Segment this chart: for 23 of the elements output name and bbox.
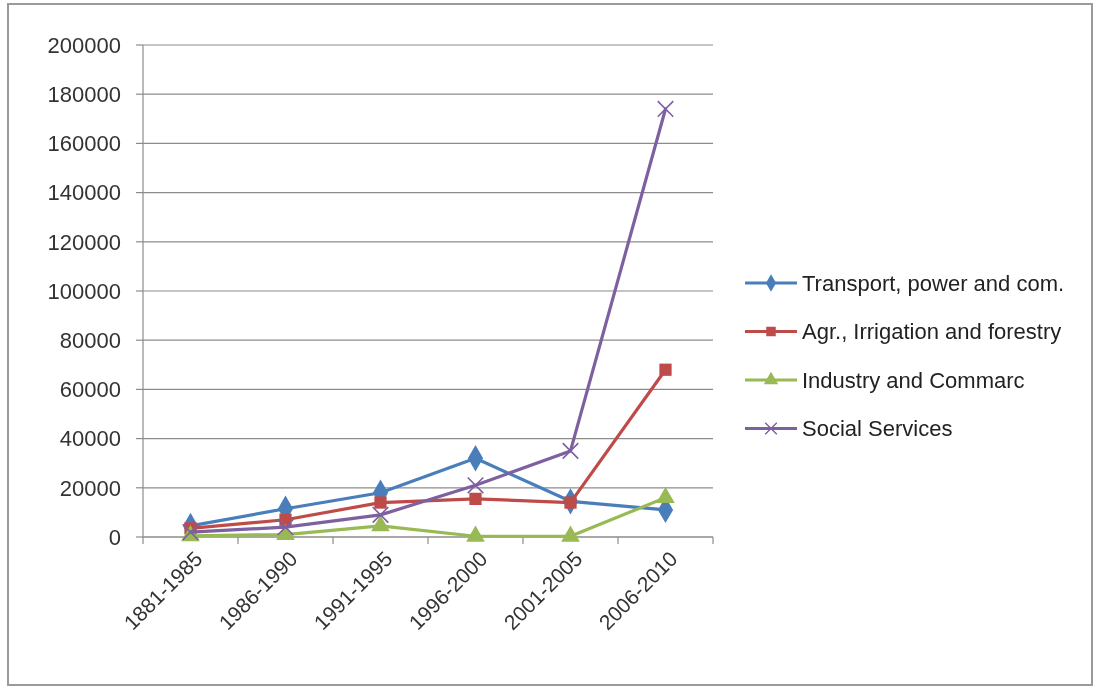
point [561,442,580,460]
point [469,492,482,505]
point [371,506,390,524]
y-tick-label: 140000 [47,180,121,206]
legend-label: Social Services [802,416,953,442]
y-tick-label: 60000 [59,377,121,403]
y-tick-label: 120000 [47,229,121,255]
y-tick-label: 100000 [47,278,121,304]
y-tick-label: 40000 [59,426,121,452]
y-tick-label: 200000 [47,32,121,58]
point [466,476,485,494]
y-tick-label: 80000 [59,327,121,353]
legend-label: Transport, power and com. [802,270,1065,296]
point [656,100,675,118]
y-tick-label: 160000 [47,131,121,157]
legend-label: Industry and Commarc [802,367,1025,393]
point [374,496,387,509]
y-tick-label: 0 [108,524,121,550]
y-tick-label: 180000 [47,81,121,107]
legend-label: Agr., Irrigation and forestry [802,319,1062,345]
y-tick-label: 20000 [59,475,121,501]
point [659,363,672,376]
point [276,518,295,536]
